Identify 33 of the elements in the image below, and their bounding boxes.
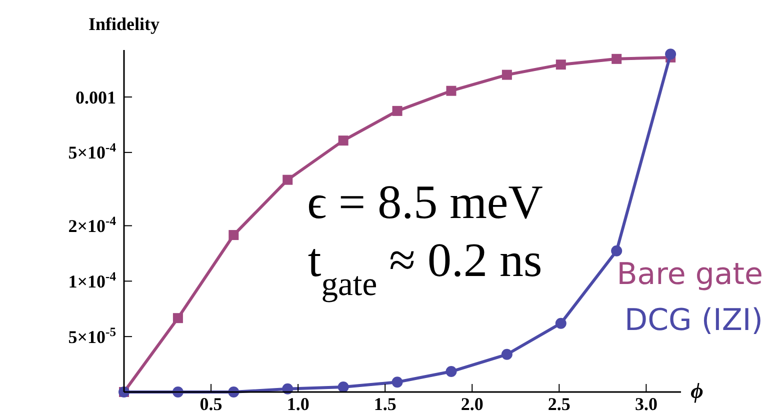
x-tick-label: 3.0 <box>634 394 658 413</box>
point <box>501 348 512 360</box>
point <box>172 313 183 324</box>
x-axis-title: ϕ <box>690 378 704 403</box>
point <box>338 136 348 146</box>
x-tick-label: 1.0 <box>286 394 310 413</box>
x-tick-label: 1.5 <box>374 394 396 413</box>
x-tick-label: 2.0 <box>460 394 484 413</box>
point <box>228 230 239 240</box>
y-tick-label: 2×10$^{-4}$ <box>68 214 117 236</box>
y-tick-label: 5×10$^{-4}$ <box>68 140 117 163</box>
point <box>502 70 512 80</box>
y-tick-label: 5×10$^{-5}$ <box>68 324 116 347</box>
point <box>282 174 293 185</box>
point <box>612 54 622 64</box>
point <box>392 376 403 388</box>
point <box>446 366 457 378</box>
annotation: ϵ = 8.5 meV <box>307 176 544 229</box>
point <box>446 86 456 96</box>
point <box>665 48 676 60</box>
point <box>392 106 402 116</box>
y-axis-title: Infidelity <box>88 14 160 34</box>
series-label: DCG (IZI) <box>624 303 763 338</box>
y-tick-label: 0.001 <box>76 87 116 108</box>
y-tick-label: 1×10$^{-4}$ <box>68 269 117 292</box>
point <box>611 245 622 256</box>
point <box>555 318 566 329</box>
point <box>556 60 566 70</box>
text: Bare gate <box>616 257 763 292</box>
annotation: t$_{gate}$ ≈ 0.2 ns <box>308 234 542 302</box>
x-tick-label: 2.5 <box>548 394 570 413</box>
x-tick-label: 0.5 <box>200 394 222 413</box>
point <box>338 382 349 393</box>
